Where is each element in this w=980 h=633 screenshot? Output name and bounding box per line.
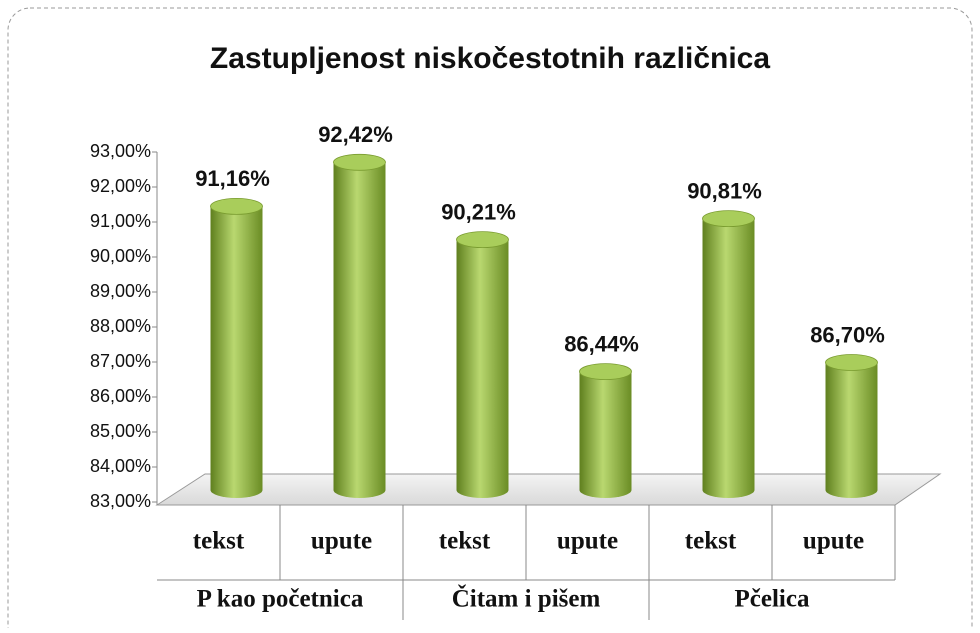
y-tick-label: 83,00% <box>90 491 151 511</box>
value-label: 90,21% <box>441 199 516 224</box>
y-tick-label: 86,00% <box>90 386 151 406</box>
x-group-label: Čitam i pišem <box>452 584 601 613</box>
x-tick-label: upute <box>803 528 864 555</box>
y-tick-label: 89,00% <box>90 281 151 301</box>
x-tick-label: upute <box>557 528 618 555</box>
bar-top <box>333 153 386 171</box>
bar-top <box>825 354 878 371</box>
x-group-label: P kao početnica <box>197 586 364 613</box>
y-tick-label: 85,00% <box>90 421 151 441</box>
y-tick-label: 90,00% <box>90 246 151 266</box>
value-label: 92,42% <box>318 122 393 147</box>
bar-top <box>210 197 263 215</box>
x-tick-label: upute <box>311 528 372 555</box>
y-tick-label: 92,00% <box>90 176 151 196</box>
y-tick-label: 87,00% <box>90 351 151 371</box>
x-tick-label: tekst <box>193 528 245 555</box>
x-tick-label: tekst <box>439 528 491 555</box>
bar <box>579 363 632 498</box>
y-tick-label: 84,00% <box>90 456 151 476</box>
x-group-label: Pčelica <box>735 586 810 613</box>
bar-top <box>456 231 509 249</box>
bar <box>456 231 509 498</box>
value-label: 91,16% <box>195 166 270 191</box>
value-label: 90,81% <box>687 178 762 203</box>
value-label: 86,70% <box>810 322 885 347</box>
bar-top <box>702 210 755 228</box>
bar <box>333 154 386 499</box>
y-tick-label: 93,00% <box>90 141 151 161</box>
floor <box>155 473 942 506</box>
y-tick-label: 91,00% <box>90 211 151 231</box>
chart-title: Zastupljenost niskočestotnih različnica <box>210 42 770 75</box>
y-tick-label: 88,00% <box>90 316 151 336</box>
x-tick-label: tekst <box>685 528 737 555</box>
bar <box>825 354 878 498</box>
value-label: 86,44% <box>564 331 639 356</box>
bar <box>210 198 263 498</box>
bar <box>702 210 755 498</box>
bar-top <box>579 363 632 381</box>
